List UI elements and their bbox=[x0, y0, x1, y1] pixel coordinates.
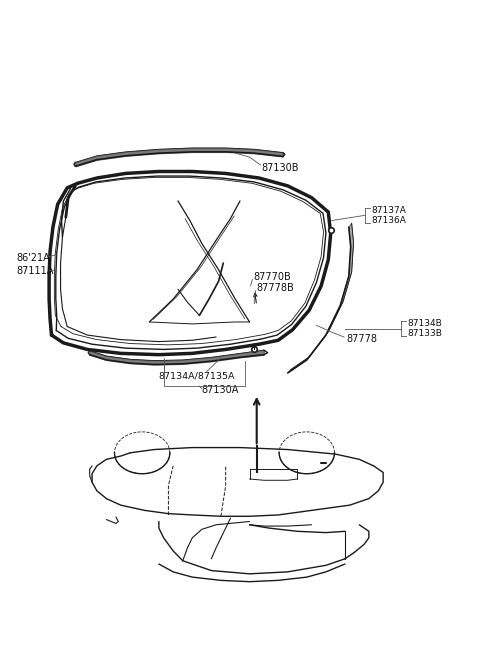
Text: 87111A: 87111A bbox=[17, 266, 54, 276]
Text: 87130A: 87130A bbox=[202, 385, 239, 395]
Text: 87134B: 87134B bbox=[407, 319, 442, 328]
Text: 87136A: 87136A bbox=[371, 216, 406, 225]
Text: 87130B: 87130B bbox=[262, 163, 299, 173]
Text: 87778: 87778 bbox=[346, 334, 377, 344]
Polygon shape bbox=[288, 223, 354, 373]
Text: 87133B: 87133B bbox=[407, 329, 442, 338]
Text: 87770B: 87770B bbox=[253, 273, 291, 283]
Text: 87137A: 87137A bbox=[371, 206, 406, 215]
Text: 87778B: 87778B bbox=[257, 283, 294, 293]
Text: 87134A/87135A: 87134A/87135A bbox=[159, 371, 235, 380]
Text: 86'21A: 86'21A bbox=[17, 253, 50, 263]
